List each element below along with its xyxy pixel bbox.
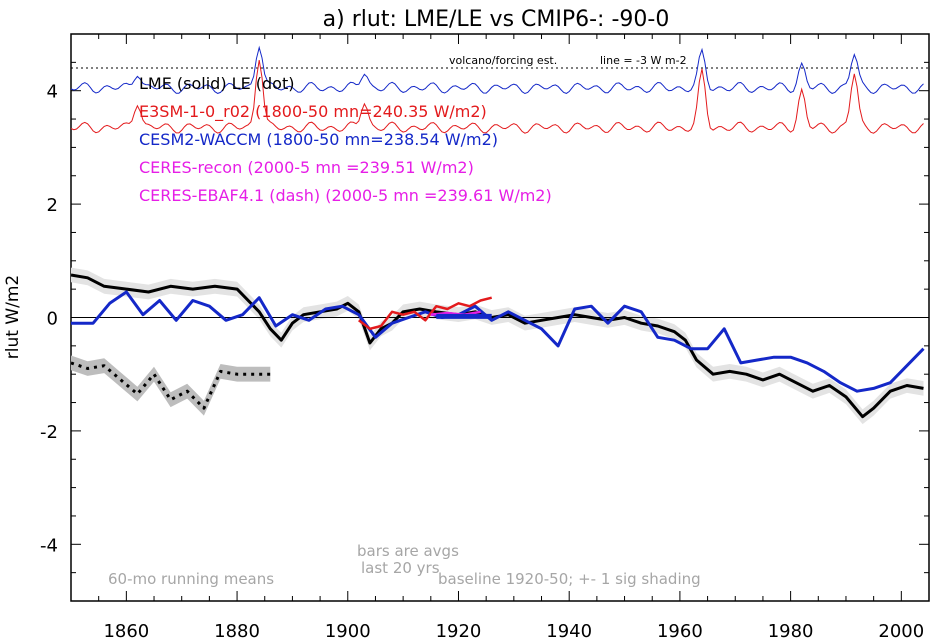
y-tick-label: -4 bbox=[40, 535, 58, 556]
x-tick-label: 2000 bbox=[878, 621, 924, 641]
cesm2-forcing-curve bbox=[70, 45, 924, 95]
series-line-4 bbox=[430, 310, 481, 316]
legend: LME (solid) LE (dot) E3SM-1-0_r02 (1800-… bbox=[139, 74, 552, 205]
x-tick-label: 1940 bbox=[546, 621, 592, 641]
running-means-note: 60-mo running means bbox=[108, 570, 274, 588]
forcing-line-label: line = -3 W m-2 bbox=[600, 54, 687, 67]
series-line-2 bbox=[71, 290, 925, 393]
data-series bbox=[70, 273, 925, 419]
y-tick-label: 0 bbox=[47, 309, 58, 330]
y-tick-label: 4 bbox=[47, 82, 58, 103]
chart-title: a) rlut: LME/LE vs CMIP6-: -90-0 bbox=[323, 7, 670, 32]
x-tick-label: 1980 bbox=[768, 621, 814, 641]
uncertainty-shading bbox=[71, 267, 924, 425]
y-tick-label: -2 bbox=[40, 422, 58, 443]
bars-note-line2: last 20 yrs bbox=[361, 559, 440, 577]
bars-note-line1: bars are avgs bbox=[357, 542, 459, 560]
volcano-forcing-curves bbox=[70, 45, 929, 134]
x-tick-label: 1900 bbox=[325, 621, 371, 641]
x-tick-label: 1960 bbox=[657, 621, 703, 641]
sigma-band bbox=[71, 267, 924, 425]
legend-entry-ceres-recon: CERES-recon (2000-5 mn =239.51 W/m2) bbox=[139, 158, 474, 177]
x-tick-label: 1860 bbox=[103, 621, 149, 641]
sigma-band bbox=[71, 355, 271, 416]
y-tick-label: 2 bbox=[47, 195, 58, 216]
x-tick-label: 1920 bbox=[436, 621, 482, 641]
series-line-0 bbox=[70, 273, 924, 419]
series-line-3 bbox=[358, 296, 493, 331]
x-tick-label: 1880 bbox=[214, 621, 260, 641]
volcano-forcing-label: volcano/forcing est. bbox=[449, 54, 557, 67]
legend-entry-ceres-ebaf: CERES-EBAF4.1 (dash) (2000-5 mn =239.61 … bbox=[139, 186, 552, 205]
legend-entry-cesm2: CESM2-WACCM (1800-50 mn=238.54 W/m2) bbox=[139, 130, 498, 149]
legend-entry-e3sm: E3SM-1-0_r02 (1800-50 mn=240.35 W/m2) bbox=[139, 102, 487, 122]
axis-ticks: 1860 1880 1900 1920 1940 1960 1980 2000 -4 -2 0 2 4 bbox=[40, 33, 930, 641]
y-axis-label: rlut W/m2 bbox=[3, 275, 23, 359]
legend-header: LME (solid) LE (dot) bbox=[139, 74, 294, 93]
e3sm-forcing-curve bbox=[70, 60, 924, 134]
baseline-note: baseline 1920-50; +- 1 sig shading bbox=[438, 570, 701, 588]
series-line-1 bbox=[70, 361, 271, 410]
